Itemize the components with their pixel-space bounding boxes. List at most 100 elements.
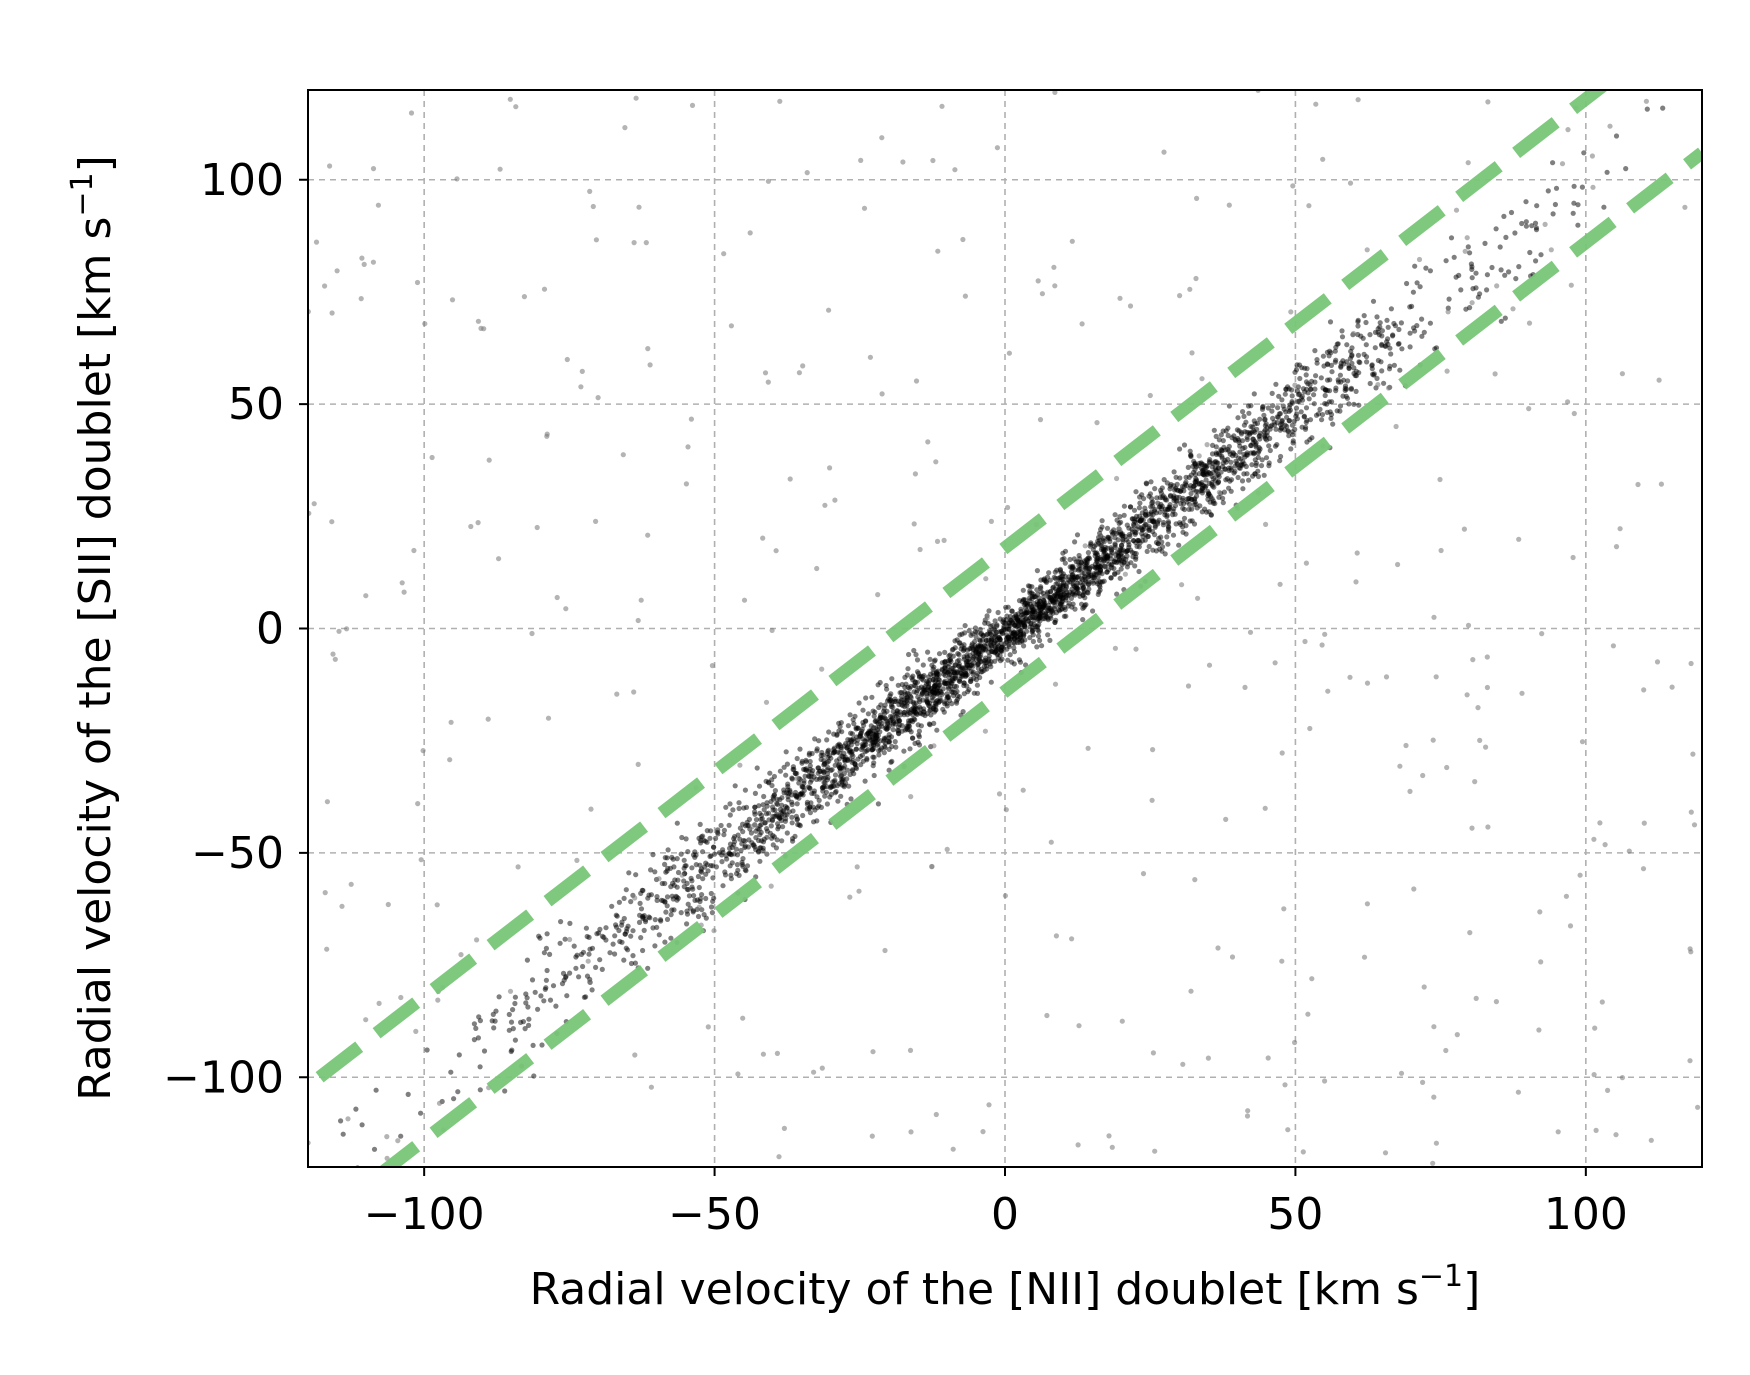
outlier-point [399,580,405,586]
outlier-point [867,354,874,360]
scatter-point [613,924,620,930]
scatter-point [1351,401,1357,407]
scatter-point [703,895,709,902]
outlier-point [1444,764,1450,771]
scatter-point [884,698,891,704]
outlier-point [941,537,947,544]
outlier-point [1302,638,1308,645]
scatter-point [945,668,952,675]
scatter-point [1363,319,1369,326]
outlier-point [1082,543,1088,549]
scatter-point [1065,577,1072,583]
scatter-point [506,1027,512,1033]
scatter-point [693,862,699,868]
scatter-point [846,783,852,789]
scatter-point [767,830,774,836]
scatter-point [1270,415,1276,421]
scatter-point [1052,599,1058,605]
scatter-point [872,709,878,715]
scatter-point [1118,519,1124,525]
scatter-point [567,920,573,927]
outlier-point [1444,368,1450,374]
scatter-point [623,887,629,893]
scatter-point [972,625,979,631]
scatter-point [481,1048,488,1054]
scatter-point [641,927,647,934]
scatter-point [1072,592,1078,598]
scatter-point [832,790,838,796]
outlier-point [913,378,920,384]
scatter-point [1235,474,1241,481]
scatter-point [821,758,827,764]
scatter-point [999,630,1006,637]
scatter-point [994,641,1000,647]
scatter-point [1181,515,1188,521]
scatter-point [1164,514,1170,520]
scatter-point [1299,393,1305,399]
outlier-point [1438,547,1444,554]
scatter-point [1302,365,1308,371]
scatter-point [1055,580,1061,587]
scatter-point [1133,551,1139,557]
scatter-point [1465,244,1471,250]
scatter-point [742,787,749,793]
scatter-point [698,868,704,874]
outlier-point [648,1084,655,1090]
scatter-point [1011,640,1018,646]
outlier-point [1244,1113,1251,1119]
scatter-point [884,686,890,692]
scatter-point [1502,272,1508,278]
outlier-point [370,166,377,172]
scatter-point [510,1026,516,1032]
scatter-point [826,729,832,735]
scatter-point [662,861,668,868]
scatter-point [742,838,748,844]
outlier-point [1536,1027,1542,1033]
outlier-point [1453,207,1460,213]
outlier-point [645,532,651,538]
scatter-point [623,945,629,951]
scatter-point [581,994,588,1000]
outlier-point [1579,739,1586,745]
scatter-point [802,773,808,779]
scatter-point [767,770,773,776]
outlier-point [1039,291,1045,297]
scatter-point [1145,533,1151,539]
outlier-point [1364,247,1370,253]
scatter-point [814,794,820,800]
scatter-point [1226,403,1232,409]
scatter-point [940,706,946,712]
scatter-point [1082,576,1088,582]
scatter-point [1292,426,1298,432]
scatter-point [1032,594,1038,600]
scatter-point [596,930,602,936]
scatter-point [1147,491,1153,497]
scatter-point [1398,320,1404,326]
scatter-point [562,936,568,942]
scatter-point [1512,230,1518,236]
scatter-point [878,712,884,718]
scatter-point [1370,298,1377,304]
scatter-point [727,863,733,869]
scatter-point [858,762,864,768]
scatter-point [1063,613,1069,619]
outlier-point [1559,161,1566,167]
scatter-point [541,998,547,1004]
outlier-point [1309,976,1315,982]
scatter-point [1270,403,1276,409]
scatter-point [1269,390,1275,396]
scatter-point [1183,523,1189,529]
outlier-point [358,296,364,302]
outlier-point [1114,475,1120,482]
scatter-point [471,1021,477,1027]
outlier-point [952,167,958,173]
scatter-point [1128,560,1134,566]
scatter-point [1189,518,1195,524]
scatter-point [1218,432,1224,438]
outlier-point [1195,595,1201,601]
scatter-point [864,755,870,762]
scatter-point [1112,559,1118,565]
outlier-point [688,416,695,422]
outlier-point [1398,1070,1405,1076]
scatter-point [761,807,767,813]
